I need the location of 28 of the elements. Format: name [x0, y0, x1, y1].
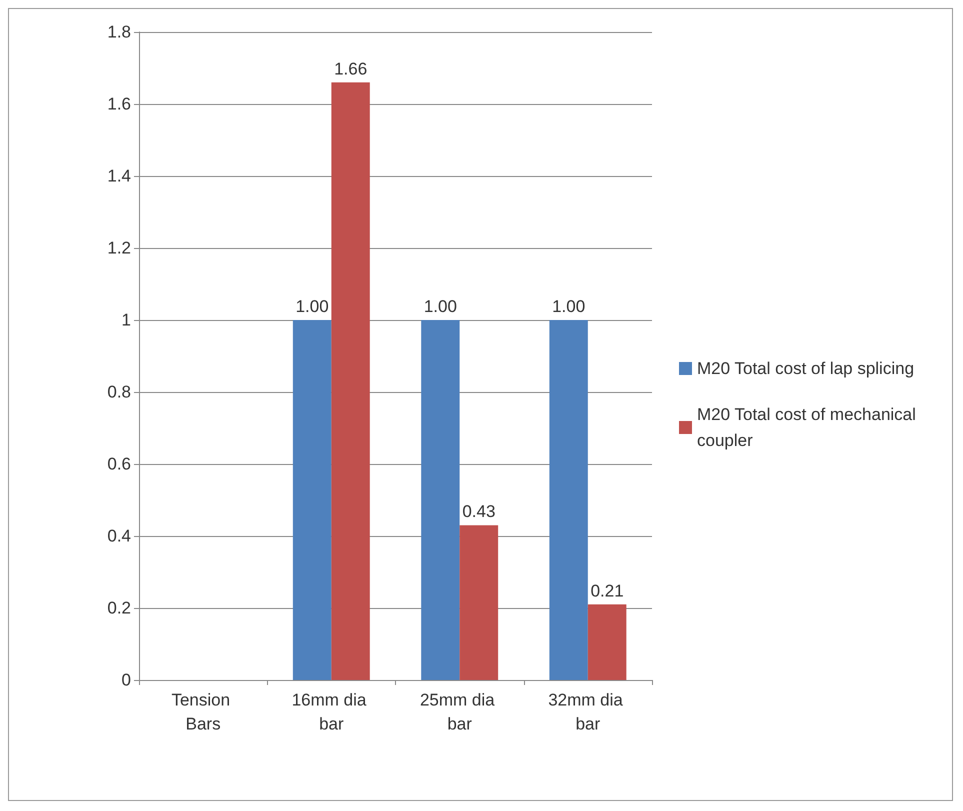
y-tick-label: 1.8 [107, 22, 131, 42]
x-tick-label: Tension Bars [171, 690, 235, 734]
data-label: 1.00 [552, 297, 586, 316]
bar [460, 525, 498, 680]
y-tick-label: 1.4 [107, 166, 131, 186]
x-tick-label: 32mm dia bar [548, 690, 628, 734]
y-tick-label: 0.2 [107, 598, 131, 618]
y-tick-label: 0.8 [107, 382, 131, 402]
y-tick-label: 1 [122, 310, 131, 330]
data-label: 1.00 [296, 297, 329, 316]
bar [292, 320, 332, 680]
y-tick-label: 1.6 [107, 94, 131, 114]
bar [331, 82, 370, 680]
legend-label: M20 Total cost of lap splicing [697, 359, 914, 378]
y-tick-label: 0.6 [107, 454, 131, 474]
data-label: 1.00 [424, 297, 457, 316]
y-tick-label: 1.2 [107, 238, 131, 258]
data-label: 0.21 [590, 581, 624, 600]
legend-label: M20 Total cost of mechanical coupler [697, 405, 921, 450]
data-label: 1.66 [334, 59, 368, 78]
y-tick-label: 0 [122, 670, 131, 690]
bar [549, 320, 588, 680]
bar [421, 320, 460, 680]
x-tick-label: 25mm dia bar [420, 690, 500, 734]
x-tick-label: 16mm dia bar [292, 690, 372, 734]
data-label: 0.43 [462, 502, 496, 522]
bar [588, 604, 626, 680]
y-tick-label: 0.4 [107, 526, 131, 546]
